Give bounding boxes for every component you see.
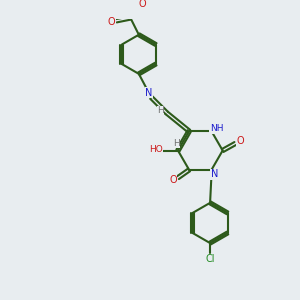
- Text: N: N: [146, 88, 153, 98]
- Text: N: N: [211, 169, 218, 179]
- Text: HO: HO: [149, 146, 163, 154]
- Text: H: H: [157, 106, 164, 115]
- Text: O: O: [236, 136, 244, 146]
- Text: O: O: [169, 175, 177, 185]
- Text: NH: NH: [210, 124, 223, 134]
- Text: O: O: [108, 17, 115, 27]
- Text: H: H: [173, 139, 180, 148]
- Text: Cl: Cl: [205, 254, 215, 264]
- Text: O: O: [139, 0, 146, 9]
